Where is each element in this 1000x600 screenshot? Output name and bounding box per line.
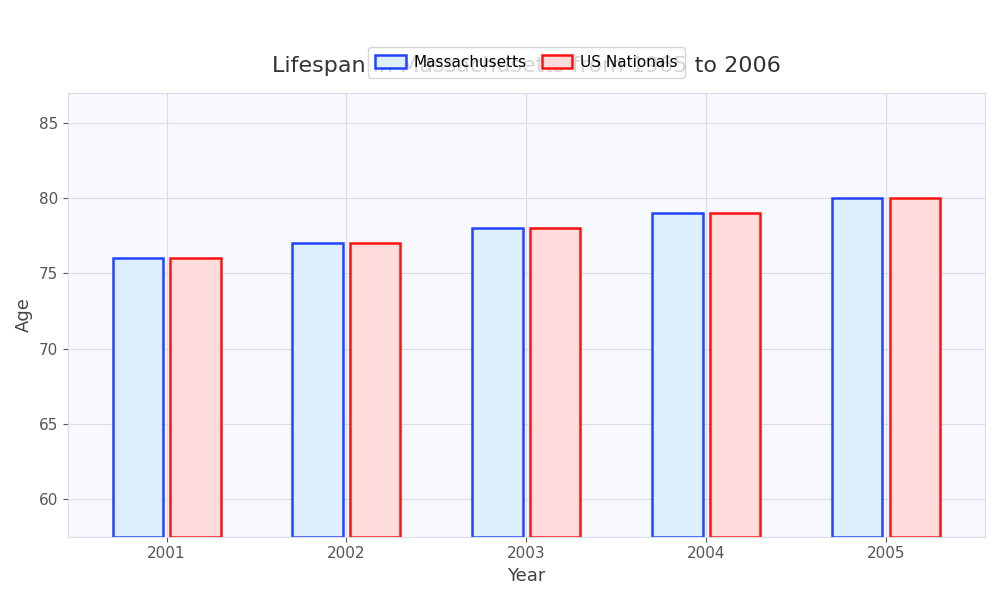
Legend: Massachusetts, US Nationals: Massachusetts, US Nationals <box>368 47 685 77</box>
Y-axis label: Age: Age <box>15 298 33 332</box>
Bar <box>170 259 221 537</box>
Bar <box>350 243 400 537</box>
Title: Lifespan in Massachusetts from 1965 to 2006: Lifespan in Massachusetts from 1965 to 2… <box>272 56 781 76</box>
Bar <box>292 243 343 537</box>
Bar <box>890 198 940 537</box>
Bar <box>472 228 523 537</box>
Bar <box>530 228 580 537</box>
Bar <box>710 213 760 537</box>
X-axis label: Year: Year <box>507 567 546 585</box>
Bar <box>113 259 163 537</box>
Bar <box>652 213 703 537</box>
Bar <box>832 198 882 537</box>
